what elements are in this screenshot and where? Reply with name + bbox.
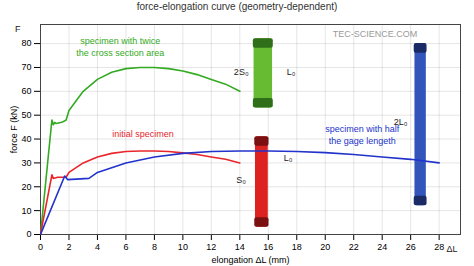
svg-text:20: 20	[320, 242, 330, 252]
svg-text:10: 10	[178, 242, 188, 252]
svg-text:20: 20	[21, 182, 31, 192]
svg-text:26: 26	[406, 242, 416, 252]
svg-text:the cross section area: the cross section area	[76, 48, 164, 58]
html-text:force-elongation curve (geomet: force-elongation curve (geometry-depende…	[136, 1, 338, 12]
svg-text:40: 40	[21, 134, 31, 144]
svg-text:28: 28	[434, 242, 444, 252]
svg-text:TEC-SCIENCE.COM: TEC-SCIENCE.COM	[333, 29, 418, 39]
svg-text:10: 10	[21, 206, 31, 216]
svg-text:elongation ΔL (mm): elongation ΔL (mm)	[211, 255, 289, 265]
svg-text:22: 22	[349, 242, 359, 252]
svg-text:0: 0	[38, 242, 43, 252]
svg-text:50: 50	[21, 110, 31, 120]
svg-text:80: 80	[21, 38, 31, 48]
svg-text:24: 24	[377, 242, 387, 252]
svg-text:ΔL: ΔL	[446, 244, 457, 254]
svg-text:initial specimen: initial specimen	[112, 129, 174, 139]
svg-text:2: 2	[66, 242, 71, 252]
svg-text:8: 8	[152, 242, 157, 252]
svg-text:2S₀: 2S₀	[234, 67, 249, 77]
svg-text:0: 0	[26, 229, 31, 239]
svg-text:6: 6	[123, 242, 128, 252]
svg-text:S₀: S₀	[236, 174, 246, 184]
svg-text:4: 4	[95, 242, 100, 252]
svg-text:force F (kN): force F (kN)	[9, 106, 19, 154]
svg-text:30: 30	[21, 158, 31, 168]
svg-text:F: F	[15, 24, 21, 34]
svg-text:16: 16	[263, 242, 273, 252]
svg-text:L₀: L₀	[287, 67, 296, 77]
svg-text:12: 12	[206, 242, 216, 252]
svg-text:specimen with half: specimen with half	[325, 124, 400, 134]
svg-text:60: 60	[21, 86, 31, 96]
svg-text:the gage lengeth: the gage lengeth	[329, 136, 396, 146]
svg-text:18: 18	[292, 242, 302, 252]
svg-text:specimen with twice: specimen with twice	[80, 36, 160, 46]
svg-text:L₀: L₀	[284, 153, 293, 163]
svg-text:2L₀: 2L₀	[394, 117, 408, 127]
svg-text:14: 14	[235, 242, 245, 252]
svg-text:70: 70	[21, 62, 31, 72]
